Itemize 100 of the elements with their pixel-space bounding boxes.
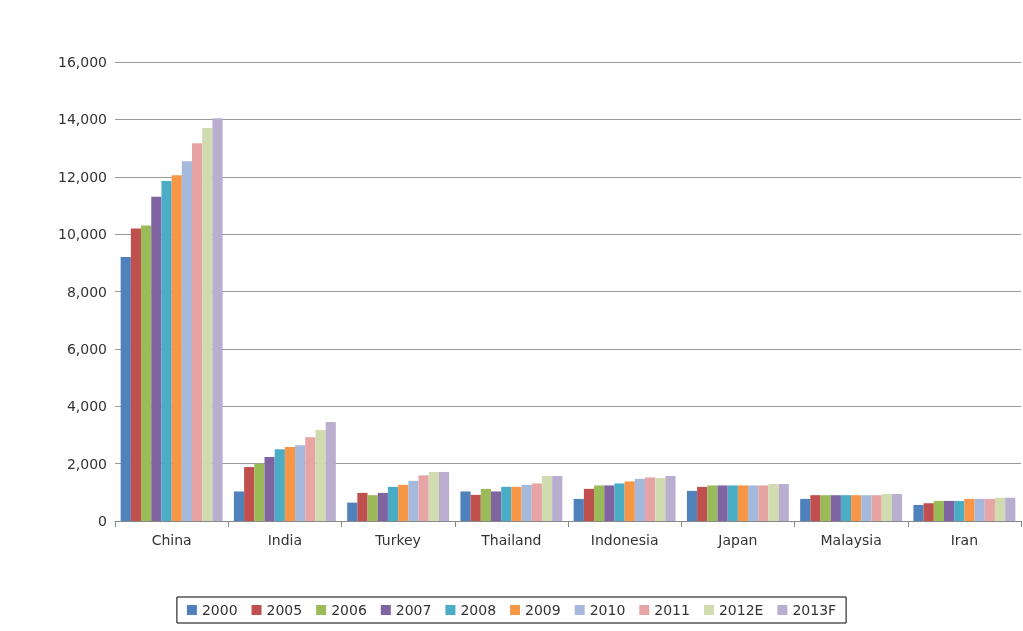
x-tick-label: Thailand xyxy=(480,532,542,548)
bar xyxy=(974,498,985,521)
bar xyxy=(634,478,646,521)
bar xyxy=(810,495,821,521)
bar xyxy=(357,492,368,521)
legend-label: 2007 xyxy=(395,602,432,618)
bar xyxy=(130,228,142,521)
bar xyxy=(428,471,439,521)
bar xyxy=(954,500,965,521)
bar xyxy=(460,491,471,521)
y-tick-label: 8,000 xyxy=(66,283,107,300)
bar xyxy=(161,181,172,521)
legend-label: 2010 xyxy=(589,602,626,618)
bar xyxy=(717,485,728,521)
y-tick-label: 12,000 xyxy=(58,168,107,185)
bar xyxy=(284,446,296,521)
legend-label: 2005 xyxy=(266,602,303,618)
bar xyxy=(295,445,306,521)
bar xyxy=(820,495,831,521)
bar xyxy=(624,481,635,521)
bar xyxy=(655,477,666,521)
bar xyxy=(614,483,625,521)
bar xyxy=(120,257,131,521)
bar xyxy=(748,485,759,521)
bar xyxy=(871,495,882,521)
bar xyxy=(840,495,852,521)
bar xyxy=(470,494,481,521)
bar xyxy=(891,494,903,521)
bar xyxy=(583,488,595,521)
bar xyxy=(367,495,378,521)
bar xyxy=(737,485,749,521)
x-tick-label: Indonesia xyxy=(590,532,659,548)
legend-label: 2009 xyxy=(525,602,561,618)
y-tick-label: 10,000 xyxy=(58,226,107,243)
bar xyxy=(861,495,872,521)
bar xyxy=(800,498,811,521)
bar xyxy=(851,495,862,521)
bar xyxy=(305,437,316,521)
y-tick-label: 0 xyxy=(98,513,107,529)
bar xyxy=(604,485,615,521)
bar xyxy=(264,457,275,521)
bar xyxy=(398,484,409,521)
bar xyxy=(438,471,450,521)
bar xyxy=(233,491,245,521)
x-tick-label: India xyxy=(267,532,303,548)
bar xyxy=(697,486,708,521)
legend-label: 2000 xyxy=(201,602,238,618)
bar xyxy=(768,483,779,521)
bar xyxy=(881,494,892,521)
bar xyxy=(202,127,213,521)
bar xyxy=(490,491,502,521)
bar xyxy=(151,196,162,521)
bar xyxy=(552,475,563,521)
bar xyxy=(923,503,934,521)
x-tick-label: Iran xyxy=(950,532,979,548)
bar xyxy=(274,449,285,521)
bar xyxy=(943,500,955,521)
bar xyxy=(377,492,388,521)
bar xyxy=(244,467,255,521)
bar xyxy=(984,498,995,521)
bar xyxy=(325,422,336,521)
y-tick-label: 14,000 xyxy=(58,111,107,128)
x-tick-label: China xyxy=(151,532,192,548)
bar xyxy=(408,480,419,521)
bar xyxy=(727,485,738,521)
legend-label: 2012E xyxy=(718,602,764,618)
bar xyxy=(141,225,152,521)
bar xyxy=(480,488,491,521)
bar xyxy=(212,118,223,521)
bar xyxy=(994,497,1006,521)
bar xyxy=(181,161,193,521)
bar xyxy=(511,486,522,521)
y-tick-label: 16,000 xyxy=(58,54,107,70)
legend-label: 2008 xyxy=(460,602,497,618)
bar xyxy=(573,498,584,521)
bar xyxy=(521,484,532,521)
bar xyxy=(531,483,542,521)
bar xyxy=(254,463,265,521)
bar xyxy=(315,430,326,521)
bar xyxy=(1005,497,1016,521)
legend-label: 2006 xyxy=(331,602,367,618)
bar xyxy=(501,486,512,521)
bar xyxy=(830,495,841,521)
bar xyxy=(707,485,718,521)
x-tick-label: Japan xyxy=(717,532,758,548)
bar xyxy=(933,500,944,521)
bar xyxy=(347,502,358,521)
y-tick-label: 4,000 xyxy=(66,398,107,415)
bar xyxy=(964,498,975,521)
bar xyxy=(192,143,203,521)
bar xyxy=(665,475,676,521)
bar xyxy=(913,504,924,521)
bar xyxy=(541,475,553,521)
bar xyxy=(594,485,605,521)
bar xyxy=(171,175,182,521)
bar xyxy=(758,485,769,521)
bar xyxy=(645,477,656,521)
y-tick-label: 2,000 xyxy=(66,455,107,472)
legend-label: 2013F xyxy=(792,602,837,618)
x-tick-label: Malaysia xyxy=(820,532,882,548)
